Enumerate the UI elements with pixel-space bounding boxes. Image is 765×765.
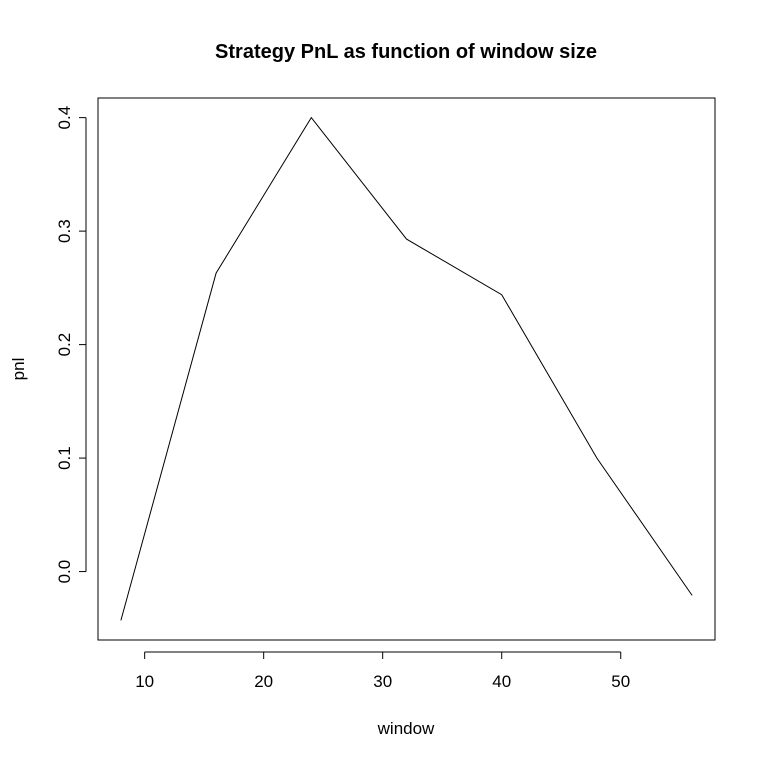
x-axis-label: window xyxy=(377,719,435,738)
y-tick-label: 0.4 xyxy=(55,106,74,130)
x-tick-label: 40 xyxy=(492,672,511,691)
y-axis-label: pnl xyxy=(9,358,28,381)
y-tick-label: 0.0 xyxy=(55,560,74,584)
x-tick-label: 20 xyxy=(254,672,273,691)
y-axis: 0.0 0.1 0.2 0.3 0.4 xyxy=(55,106,87,584)
y-tick-label: 0.3 xyxy=(55,219,74,243)
pnl-series-line xyxy=(120,116,693,621)
y-tick-label: 0.1 xyxy=(55,446,74,470)
chart-title: Strategy PnL as function of window size xyxy=(215,41,597,63)
plot-frame xyxy=(97,97,716,641)
x-tick-label: 10 xyxy=(135,672,154,691)
x-tick-label: 30 xyxy=(373,672,392,691)
x-axis: 10 20 30 40 50 xyxy=(135,651,630,691)
y-tick-label: 0.2 xyxy=(55,333,74,357)
x-tick-label: 50 xyxy=(611,672,630,691)
